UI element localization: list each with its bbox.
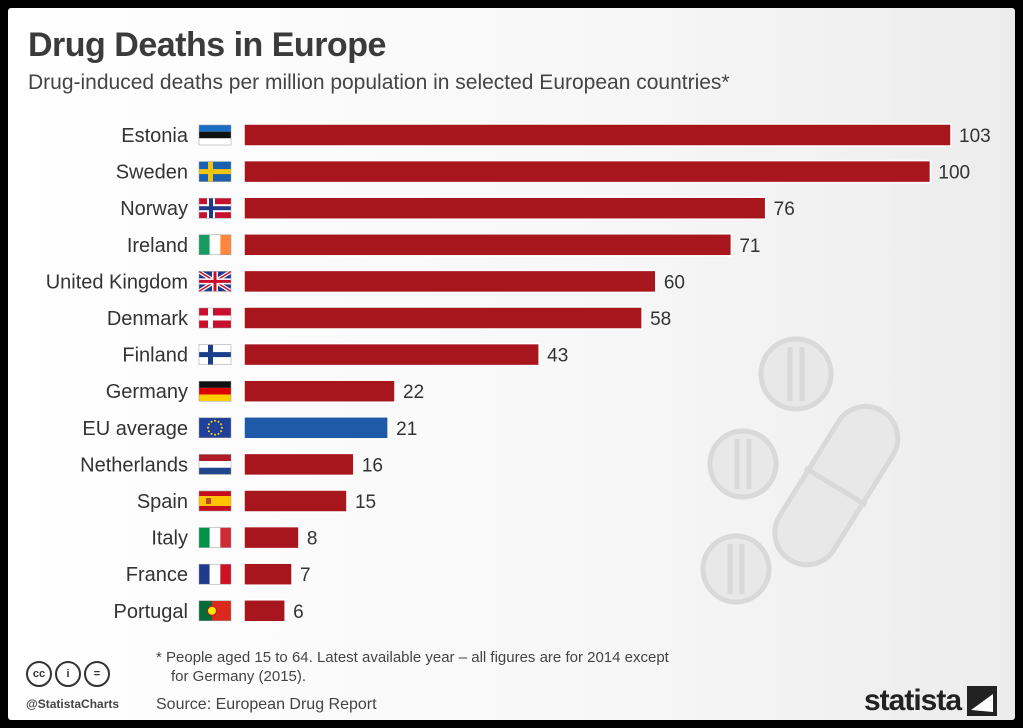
category-label: Finland — [122, 345, 188, 367]
cc-license-icon: cc — [26, 661, 52, 687]
bar-row: Estonia 103 — [121, 123, 991, 147]
value-label: 22 — [403, 382, 424, 403]
flag-germany-icon — [198, 380, 232, 402]
value-label: 103 — [959, 126, 991, 147]
attribution-icon: i — [55, 661, 81, 687]
flag-ireland-icon — [198, 234, 232, 256]
statista-handle: @StatistaCharts — [26, 697, 120, 711]
source-note: Source: European Drug Report — [156, 696, 377, 713]
value-label: 16 — [362, 455, 383, 476]
bar — [243, 525, 300, 550]
flag-italy-icon — [198, 527, 232, 548]
bar-row: Portugal 6 — [114, 599, 304, 623]
category-label: France — [126, 564, 188, 586]
bar — [243, 599, 286, 623]
footnote-line-2: for Germany (2015). — [171, 668, 307, 685]
flag-france-icon — [198, 563, 232, 585]
bar — [243, 379, 396, 403]
bar — [243, 159, 932, 184]
bar — [243, 196, 767, 220]
bar — [243, 123, 952, 147]
category-label: Netherlands — [80, 454, 188, 476]
category-label: Portugal — [114, 601, 189, 623]
category-label: Ireland — [127, 235, 188, 257]
bar-row: Netherlands 16 — [80, 452, 383, 477]
value-label: 43 — [547, 346, 568, 367]
bar — [243, 416, 389, 440]
bar-row: Ireland 71 — [127, 233, 760, 257]
bar-row: France 7 — [126, 562, 311, 586]
bar-row: Finland 43 — [122, 342, 568, 367]
category-label: Germany — [106, 381, 188, 403]
value-label: 58 — [650, 309, 671, 330]
flag-united-kingdom-icon — [197, 269, 233, 294]
flag-portugal-icon — [198, 600, 232, 622]
bar-row: United Kingdom 60 — [46, 269, 685, 294]
bar — [243, 269, 657, 294]
bar — [243, 342, 540, 367]
bar-row: Italy 8 — [151, 525, 318, 550]
bar-row: Spain 15 — [137, 489, 376, 513]
flag-estonia-icon — [198, 124, 232, 146]
category-label: Sweden — [116, 162, 188, 184]
category-label: Norway — [120, 198, 188, 220]
flag-netherlands-icon — [198, 454, 232, 475]
statista-logo-icon — [967, 686, 998, 716]
value-label: 6 — [293, 602, 304, 623]
chart-subtitle: Drug-induced deaths per million populati… — [28, 71, 730, 94]
flag-sweden-icon — [198, 161, 232, 182]
infographic-card: Drug Deaths in Europe Drug-induced death… — [8, 8, 1015, 720]
bar — [243, 562, 293, 586]
value-label: 60 — [664, 272, 685, 293]
category-label: Spain — [137, 491, 188, 513]
category-label: United Kingdom — [46, 271, 188, 293]
category-label: Denmark — [107, 308, 189, 330]
flag-finland-icon — [198, 344, 232, 365]
flag-denmark-icon — [198, 307, 232, 329]
bar-row: Norway 76 — [120, 196, 795, 220]
flag-norway-icon — [198, 197, 232, 219]
bar — [243, 306, 643, 330]
category-label: Estonia — [121, 125, 189, 147]
category-label: Italy — [151, 528, 188, 550]
category-label: EU average — [82, 418, 188, 440]
statista-logo: statista — [864, 684, 998, 718]
bar-row: Sweden 100 — [116, 159, 970, 184]
no-derivatives-icon: = — [84, 661, 110, 687]
value-label: 71 — [739, 236, 760, 257]
bar — [243, 452, 355, 477]
pills-illustration-icon — [700, 336, 901, 605]
chart-title: Drug Deaths in Europe — [28, 26, 386, 64]
bar-row: EU average 21 — [82, 416, 417, 440]
bar — [243, 233, 733, 257]
value-label: 76 — [774, 199, 795, 220]
bar-row: Germany 22 — [106, 379, 424, 403]
value-label: 100 — [938, 163, 970, 184]
statista-logo-text: statista — [864, 684, 962, 717]
flag-eu-icon — [198, 417, 232, 439]
creative-commons-badges: cc i = — [26, 661, 110, 687]
flag-spain-icon — [198, 490, 232, 512]
value-label: 15 — [355, 492, 376, 513]
value-label: 7 — [300, 565, 311, 586]
bar-row: Denmark 58 — [107, 306, 671, 330]
value-label: 8 — [307, 529, 318, 550]
value-label: 21 — [396, 419, 417, 440]
footnote-line-1: * People aged 15 to 64. Latest available… — [156, 649, 669, 666]
bar — [243, 489, 348, 513]
